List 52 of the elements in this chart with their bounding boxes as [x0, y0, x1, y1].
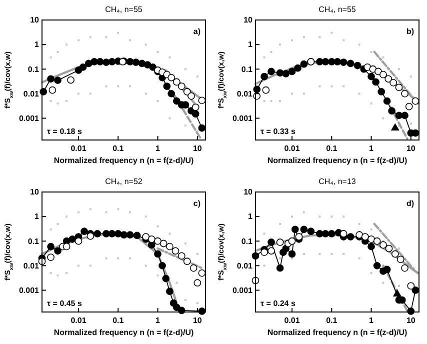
x-tick-label: 10	[192, 316, 202, 325]
y-tick-label: 1	[34, 40, 40, 50]
x-tick-label: 1	[369, 144, 374, 153]
annotation: τ = 0.33 s	[260, 127, 296, 136]
chart-title: CH₄, n=55	[105, 5, 143, 14]
x-axis-title: Normalized frequency n (n = f(z-d)/U)	[54, 328, 194, 337]
chart-title: CH₄, n=55	[318, 5, 356, 14]
y-tick-label: 0.1	[28, 236, 40, 246]
y-tick-label: 10	[244, 188, 254, 197]
annotation: d)	[406, 199, 414, 208]
x-axis-title: Normalized frequency n (n = f(z-d)/U)	[54, 156, 194, 165]
x-tick-label: 10	[406, 316, 416, 325]
x-tick-label: 0.01	[70, 316, 87, 325]
y-tick-label: 10	[30, 16, 40, 25]
annotation: c)	[193, 199, 201, 208]
annotation: τ = 0.45 s	[47, 299, 82, 308]
y-tick-label: 10	[30, 188, 40, 197]
y-tick-label: 0.1	[241, 236, 254, 246]
y-tick-label: 1	[34, 212, 40, 222]
annotation: τ = 0.18 s	[47, 127, 82, 136]
y-tick-label: 0.1	[241, 64, 254, 74]
annotation: a)	[193, 27, 201, 36]
x-tick-label: 1	[156, 316, 161, 325]
x-tick-label: 10	[192, 144, 202, 153]
x-tick-label: 1	[369, 316, 374, 325]
x-tick-label: 0.1	[112, 316, 124, 325]
x-tick-label: 1	[156, 144, 161, 153]
y-tick-label: 0.01	[236, 89, 254, 98]
y-tick-label: 0.001	[232, 114, 254, 123]
x-tick-label: 0.1	[326, 144, 338, 153]
y-tick-label: 0.01	[23, 261, 40, 270]
y-tick-label: 10	[244, 16, 254, 25]
chart-title: CH₄, n=52	[105, 177, 143, 186]
y-tick-label: 0.01	[23, 89, 40, 98]
y-tick-label: 0.01	[236, 261, 254, 270]
x-axis-title: Normalized frequency n (n = f(z-d)/U)	[267, 328, 408, 337]
x-tick-label: 0.01	[284, 316, 300, 325]
y-tick-label: 0.1	[28, 64, 40, 74]
annotation: b)	[406, 27, 414, 36]
x-axis-title: Normalized frequency n (n = f(z-d)/U)	[267, 156, 408, 165]
x-tick-label: 0.1	[326, 316, 338, 325]
x-tick-label: 0.01	[284, 144, 300, 153]
chart-title: CH₄, n=13	[318, 177, 356, 186]
y-tick-label: 0.001	[18, 114, 40, 123]
x-tick-label: 10	[406, 144, 416, 153]
annotation: τ = 0.24 s	[260, 299, 296, 308]
x-tick-label: 0.1	[112, 144, 124, 153]
y-tick-label: 0.001	[232, 286, 254, 295]
y-tick-label: 1	[248, 212, 254, 222]
y-tick-label: 0.001	[18, 286, 40, 295]
y-tick-label: 1	[248, 40, 254, 50]
x-tick-label: 0.01	[70, 144, 87, 153]
